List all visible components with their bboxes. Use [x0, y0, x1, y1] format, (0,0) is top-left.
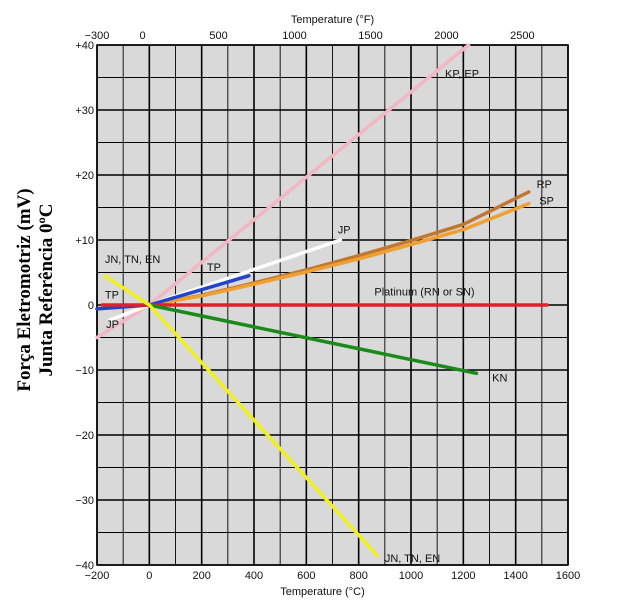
top-x-tick-label: 1000 — [282, 30, 306, 42]
curve-label-7: TP — [105, 290, 119, 302]
x-tick-label: −200 — [85, 570, 110, 582]
x-tick-label: 0 — [146, 570, 152, 582]
y-tick-label: +40 — [75, 40, 94, 52]
x-tick-label: 1400 — [503, 570, 527, 582]
curve-label-11: JN, TN, EN — [385, 553, 440, 565]
x-tick-label: 800 — [349, 570, 367, 582]
y-tick-label: 0 — [88, 300, 94, 312]
y-tick-label: +20 — [75, 170, 94, 182]
top-x-tick-label: 2500 — [510, 30, 534, 42]
curve-label-9: Platinum (RN or SN) — [374, 286, 474, 298]
top-x-tick-label: 1500 — [358, 30, 382, 42]
series-layer — [95, 43, 549, 558]
top-x-tick-label: −300 — [85, 30, 110, 42]
curve-label-4: JP — [338, 225, 351, 237]
series-line-8 — [103, 274, 379, 558]
curve-label-5: TP — [207, 262, 221, 274]
y-tick-label: +10 — [75, 235, 94, 247]
y-axis-title-line1: Força Eletromotriz (mV) — [14, 188, 35, 391]
x-tick-label: 1000 — [399, 570, 423, 582]
y-axis-title-line2: Junta Referência 0ºC — [36, 203, 57, 376]
y-tick-label: +30 — [75, 105, 94, 117]
curve-label-3: SP — [539, 195, 554, 207]
top-x-tick-label: 2000 — [434, 30, 458, 42]
series-line-7 — [147, 303, 479, 376]
y-tick-label: −20 — [75, 430, 94, 442]
curve-label-1: KP, EP — [445, 69, 479, 81]
tick-labels: −200 0 200 400 600 800 1000 1200 1400 1600−300 0 50… — [75, 30, 580, 582]
curve-labels: KP, EP RP SP JP TP JN, TN, EN TP JP Platinum (RN… — [105, 69, 554, 565]
top-x-tick-label: 500 — [209, 30, 227, 42]
x-tick-label: 400 — [245, 570, 263, 582]
x-axis-title: Temperature (°C) — [280, 586, 364, 598]
x-tick-label: 200 — [192, 570, 210, 582]
y-tick-label: −40 — [75, 560, 94, 572]
y-tick-label: −30 — [75, 495, 94, 507]
series-line-3 — [147, 201, 531, 307]
x-tick-label: 600 — [297, 570, 315, 582]
curve-label-2: RP — [537, 179, 552, 191]
y-axis-title: Força Eletromotriz (mV) Junta Referência… — [14, 188, 57, 391]
x-tick-label: 1600 — [556, 570, 580, 582]
y-tick-label: −10 — [75, 365, 94, 377]
x-tick-label: 1200 — [451, 570, 475, 582]
curve-label-6: JN, TN, EN — [105, 254, 160, 266]
top-x-tick-label: 0 — [140, 30, 146, 42]
curve-label-10: KN — [492, 373, 507, 385]
top-axis-title: Temperature (°F) — [291, 14, 374, 26]
curve-label-8: JP — [106, 319, 119, 331]
